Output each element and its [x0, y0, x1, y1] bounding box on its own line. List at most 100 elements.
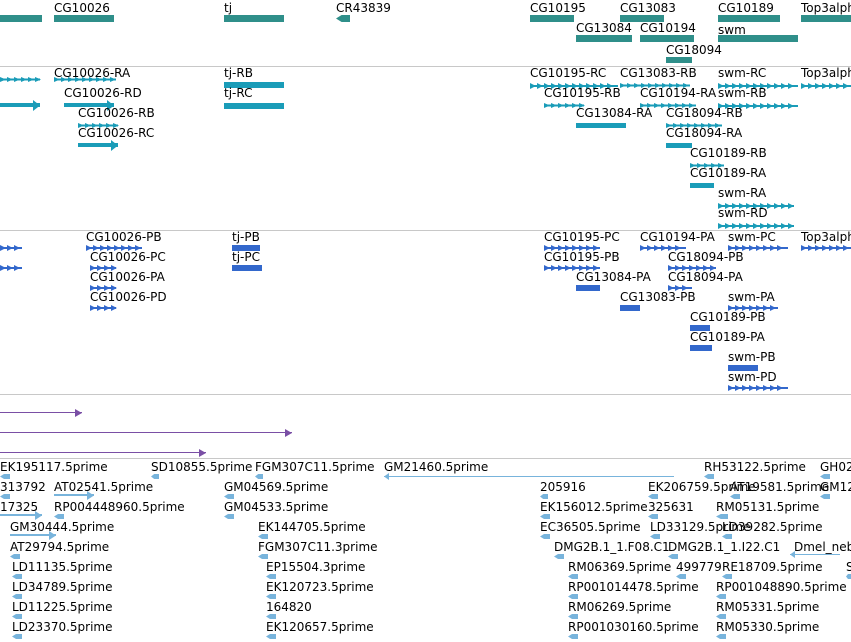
feature-label: swm [718, 23, 746, 37]
est-glyph [722, 534, 732, 539]
est-glyph [54, 514, 64, 519]
feature-label: GM21460.5prime [384, 460, 489, 474]
feature-label: RP004448960.5prime [54, 500, 185, 514]
est-glyph [266, 614, 276, 619]
est-glyph [790, 551, 840, 558]
est-glyph [568, 614, 578, 619]
est-glyph [722, 574, 732, 579]
protein-glyph [544, 265, 600, 271]
protein-glyph [90, 265, 117, 271]
feature-label: AT02541.5prime [54, 480, 154, 494]
feature-label: CG10195-RC [530, 67, 607, 80]
gene-glyph [0, 15, 42, 22]
feature-label: CG13083-PB [620, 290, 696, 304]
insertion-track [0, 395, 851, 458]
est-glyph [820, 474, 830, 479]
transcript-glyph [530, 83, 618, 89]
est-glyph [730, 494, 740, 499]
gene-glyph [620, 15, 664, 22]
feature-label: FGM307C11.3prime [258, 540, 378, 554]
transcript-glyph [224, 82, 284, 88]
protein-track: CG10026-PB CG10026-PC CG10026-PA CG10026-PD… [0, 231, 851, 394]
protein-glyph [0, 265, 22, 271]
protein-glyph [668, 265, 716, 271]
protein-glyph [640, 245, 686, 251]
feature-label: CG10195-RB [544, 86, 621, 100]
feature-label: 205916 [540, 480, 586, 494]
track-separator [0, 458, 851, 459]
protein-glyph [620, 305, 640, 311]
feature-label: swm-PC [728, 231, 776, 244]
est-glyph [648, 514, 658, 519]
transcript-glyph [78, 123, 119, 128]
transcript-glyph [801, 83, 851, 89]
est-glyph [716, 634, 726, 639]
protein-glyph [801, 245, 851, 251]
feature-label: Top3alpha-RA [801, 67, 851, 80]
feature-label: 499779 [676, 560, 722, 574]
est-glyph [12, 634, 22, 639]
gene-glyph [718, 15, 780, 22]
feature-label: swm-RD [718, 206, 768, 220]
gene-glyph [54, 15, 114, 22]
feature-label: LD33129.5prime [650, 520, 751, 534]
feature-label: CG18094-RA [666, 126, 743, 140]
est-glyph [258, 554, 268, 559]
feature-label: tj-PB [232, 231, 260, 244]
est-glyph [0, 511, 42, 520]
feature-label: 17325 [0, 500, 39, 514]
est-track: EK195117.5prime SD10855.5prime FGM307C11.5… [0, 459, 851, 642]
feature-label: CG10026-PA [90, 270, 165, 284]
feature-label: swm-PD [728, 370, 777, 384]
feature-label: tj-RB [224, 67, 253, 80]
protein-glyph [728, 245, 788, 251]
feature-label: RE18709.5prime [722, 560, 823, 574]
insertion-glyph [0, 429, 292, 437]
gene-glyph [718, 35, 798, 42]
feature-label: CG18094-RB [666, 106, 743, 120]
est-glyph [704, 474, 714, 479]
transcript-track: CG10026-RA CG10026-RD CG10026-RB CG10026-RC… [0, 67, 851, 230]
feature-label: CG10026-PB [86, 231, 162, 244]
est-glyph [716, 594, 726, 599]
est-glyph [650, 534, 660, 539]
feature-label: Top3alpha [801, 1, 851, 15]
protein-glyph [728, 365, 758, 371]
track-separator [0, 66, 851, 67]
protein-glyph [668, 285, 692, 291]
est-glyph [12, 574, 22, 579]
protein-glyph [690, 325, 710, 331]
feature-label: CG10189-RB [690, 146, 767, 160]
feature-label: LD39282.5prime [722, 520, 823, 534]
transcript-glyph [690, 163, 724, 168]
feature-label: LD11225.5prime [12, 600, 113, 614]
transcript-glyph [666, 143, 692, 148]
feature-label: CG13083-RB [620, 67, 697, 80]
gene-glyph [224, 15, 284, 22]
est-glyph [10, 554, 20, 559]
transcript-glyph [718, 223, 794, 229]
transcript-glyph [640, 103, 696, 108]
feature-label: EK195117.5prime [0, 460, 108, 474]
protein-glyph [0, 245, 22, 251]
transcript-glyph [718, 203, 794, 209]
protein-glyph [86, 245, 142, 251]
gene-glyph [530, 15, 574, 22]
feature-label: CG10194 [640, 21, 696, 35]
transcript-glyph [576, 123, 626, 128]
transcript-glyph [666, 123, 722, 128]
feature-label: LD34789.5prime [12, 580, 113, 594]
feature-label: swm-PB [728, 350, 776, 364]
est-glyph [554, 554, 564, 559]
feature-label: LD11135.5prime [12, 560, 113, 574]
protein-glyph [690, 345, 712, 351]
feature-label: EC36505.5prime [540, 520, 641, 534]
transcript-glyph [78, 140, 118, 151]
est-glyph [224, 514, 234, 519]
est-glyph [266, 594, 276, 599]
feature-label: CG10026 [54, 1, 110, 15]
est-glyph [820, 494, 830, 499]
feature-label: SD10855.5prime [151, 460, 253, 474]
transcript-glyph [690, 183, 714, 188]
est-glyph [648, 494, 658, 499]
